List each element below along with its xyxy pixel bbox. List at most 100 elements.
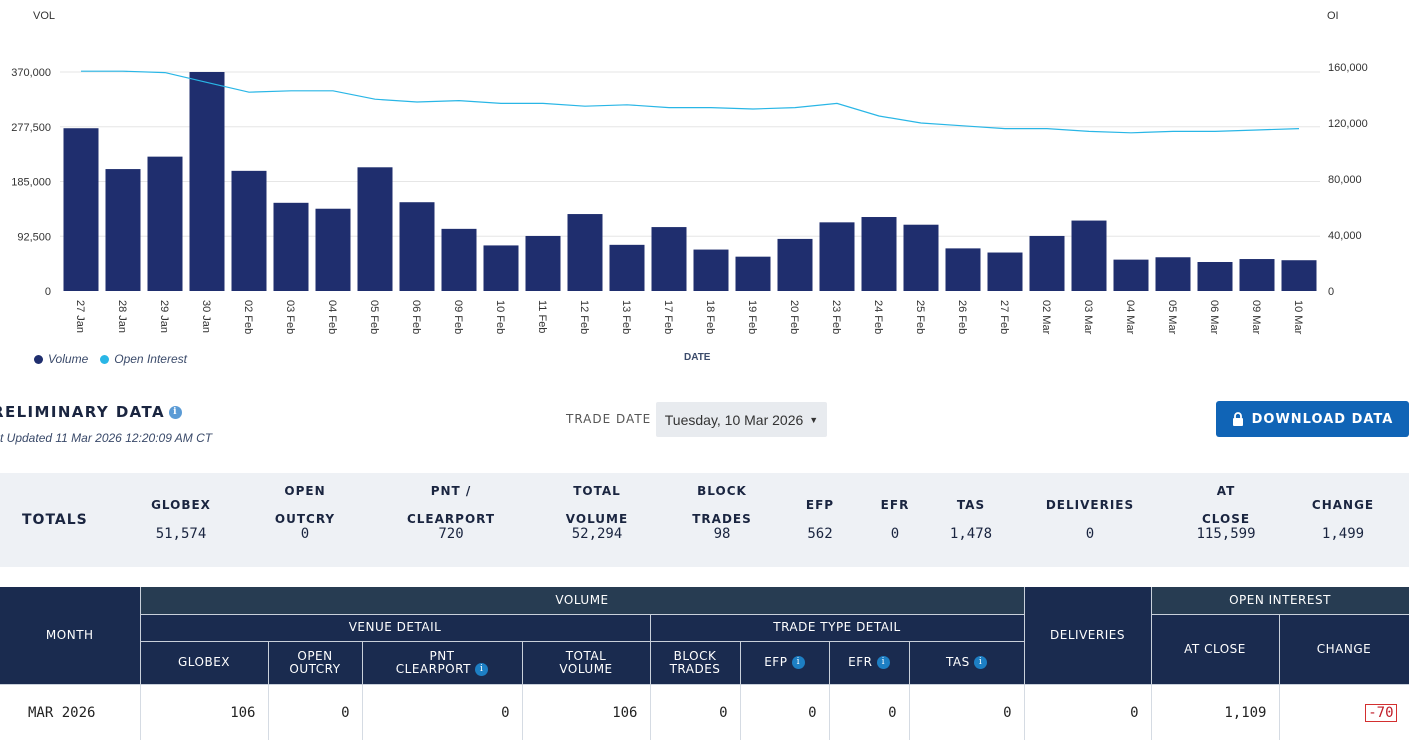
- x-tick-label: 02 Feb: [242, 300, 254, 334]
- totals-col-efp: EFP 562: [806, 491, 834, 542]
- x-tick-label: 20 Feb: [788, 300, 800, 334]
- x-tick-label: 25 Feb: [914, 300, 926, 334]
- x-tick-label: 11 Feb: [536, 300, 548, 333]
- volume-bar: [945, 248, 981, 291]
- table-row: MAR 2026 106 0 0 106 0 0 0 0 0 1,109 -70: [0, 684, 1409, 740]
- volume-bar: [1071, 220, 1107, 291]
- volume-bar: [609, 244, 645, 291]
- volume-bar: [231, 170, 267, 291]
- totals-col-open: OPEN OUTCRY 0: [274, 484, 336, 542]
- legend-open-interest[interactable]: Open Interest: [100, 352, 187, 366]
- totals-col-value: 0: [1085, 526, 1095, 542]
- volume-bar: [315, 208, 351, 291]
- x-tick-label: 05 Mar: [1166, 300, 1178, 335]
- x-tick-label: 06 Feb: [410, 300, 422, 334]
- block-trades-header: BLOCK TRADES: [650, 641, 741, 685]
- open-interest-header: OPEN INTEREST: [1151, 587, 1409, 615]
- row-total: 106: [522, 684, 651, 740]
- efr-info-icon[interactable]: i: [876, 656, 890, 669]
- efp-info-icon[interactable]: i: [791, 656, 805, 669]
- chart-svg: VOL OI 370,000 277,500 185,000 92,500 0 160,000…: [11, 10, 1368, 335]
- totals-col-value: 98: [713, 526, 731, 542]
- totals-col-value: 562: [807, 526, 833, 542]
- volume-bar: [987, 252, 1023, 291]
- caret-down-icon: ▼: [809, 414, 819, 425]
- totals-bar: TOTALS GLOBEX 51,574 OPEN OUTCRY 0 PNT / CLEAR…: [0, 473, 1409, 567]
- totals-col-value: 51,574: [155, 526, 207, 542]
- trade-date-label: TRADE DATE: [566, 412, 652, 426]
- totals-col-header: OPEN OUTCRY: [274, 484, 336, 526]
- x-tick-label: 27 Jan: [74, 300, 86, 333]
- x-tick-label: 06 Mar: [1208, 300, 1220, 335]
- row-globex: 106: [140, 684, 269, 740]
- totals-col-header: AT CLOSE: [1201, 484, 1251, 526]
- x-tick-label: 18 Feb: [704, 300, 716, 334]
- volume-bar: [399, 202, 435, 291]
- trade-date-value: Tuesday, 10 Mar 2026: [664, 411, 804, 428]
- x-tick-label: 29 Jan: [158, 300, 170, 333]
- totals-col-change: CHANGE 1,499: [1312, 491, 1374, 542]
- pnt-clearport-header: PNT CLEARPORT i: [362, 641, 523, 685]
- volume-bar: [189, 72, 225, 291]
- totals-label: TOTALS: [22, 512, 88, 528]
- legend-oi-label: Open Interest: [114, 352, 187, 366]
- trade-type-detail-header: TRADE TYPE DETAIL: [650, 614, 1025, 642]
- right-tick-label: 160,000: [1328, 62, 1368, 74]
- trade-date-dropdown[interactable]: Tuesday, 10 Mar 2026 ▼: [656, 402, 827, 437]
- volume-bar: [1281, 260, 1317, 291]
- totals-col-value: 720: [438, 526, 464, 542]
- change-header: CHANGE: [1279, 614, 1409, 685]
- download-data-button[interactable]: DOWNLOAD DATA: [1216, 401, 1409, 437]
- legend-volume[interactable]: Volume: [34, 352, 88, 366]
- right-tick-label: 40,000: [1328, 230, 1362, 242]
- right-tick-label: 120,000: [1328, 118, 1368, 130]
- right-tick-label: 0: [1328, 286, 1334, 298]
- volume-bar: [1239, 259, 1275, 291]
- volume-bar: [1197, 261, 1233, 291]
- page-title: RELIMINARY DATA i: [0, 403, 182, 421]
- globex-header: GLOBEX: [140, 641, 269, 685]
- left-tick-label: 370,000: [11, 67, 51, 79]
- venue-detail-header: VENUE DETAIL: [140, 614, 651, 642]
- volume-header: VOLUME: [140, 587, 1025, 615]
- totals-col-tas: TAS 1,478: [950, 491, 992, 542]
- lock-icon: [1232, 412, 1243, 426]
- volume-bar: [903, 224, 939, 291]
- row-change-value: -70: [1365, 704, 1397, 723]
- totals-col-block: BLOCK TRADES 98: [692, 484, 752, 542]
- totals-col-header: BLOCK TRADES: [692, 484, 752, 526]
- totals-col-value: 52,294: [571, 526, 623, 542]
- row-open-outcry: 0: [268, 684, 363, 740]
- x-tick-label: 02 Mar: [1040, 300, 1052, 335]
- volume-bar: [441, 228, 477, 291]
- totals-col-pnt-: PNT / CLEARPORT 720: [406, 484, 496, 542]
- volume-bar: [147, 156, 183, 291]
- volume-bar: [273, 202, 309, 291]
- totals-col-at: AT CLOSE 115,599: [1196, 484, 1255, 542]
- volume-bar: [105, 169, 141, 291]
- totals-col-globex: GLOBEX 51,574: [151, 491, 211, 542]
- last-updated: st Updated 11 Mar 2026 12:20:09 AM CT: [0, 431, 213, 445]
- x-tick-label: 12 Feb: [578, 300, 590, 334]
- efr-header: EFR i: [829, 641, 910, 685]
- left-tick-label: 277,500: [11, 122, 51, 134]
- left-axis-title: VOL: [33, 10, 55, 22]
- x-axis-title: DATE: [684, 352, 711, 363]
- x-tick-label: 28 Jan: [116, 300, 128, 333]
- totals-col-header: PNT / CLEARPORT: [406, 484, 496, 526]
- totals-col-value: 0: [300, 526, 310, 542]
- pnt-info-icon[interactable]: i: [475, 662, 489, 676]
- row-tas: 0: [909, 684, 1025, 740]
- x-tick-label: 17 Feb: [662, 300, 674, 334]
- row-at-close: 1,109: [1151, 684, 1280, 740]
- page-title-text: RELIMINARY DATA: [0, 403, 165, 421]
- info-icon[interactable]: i: [169, 405, 182, 419]
- right-axis-title: OI: [1327, 10, 1339, 22]
- totals-col-header: CHANGE: [1311, 498, 1375, 512]
- left-tick-label: 185,000: [11, 177, 51, 189]
- totals-col-header: EFP: [805, 498, 835, 512]
- tas-info-icon[interactable]: i: [974, 656, 988, 669]
- volume-table: MONTH VOLUME DELIVERIES OPEN INTEREST VE…: [0, 587, 1409, 740]
- row-efp: 0: [740, 684, 830, 740]
- x-tick-label: 13 Feb: [620, 300, 632, 334]
